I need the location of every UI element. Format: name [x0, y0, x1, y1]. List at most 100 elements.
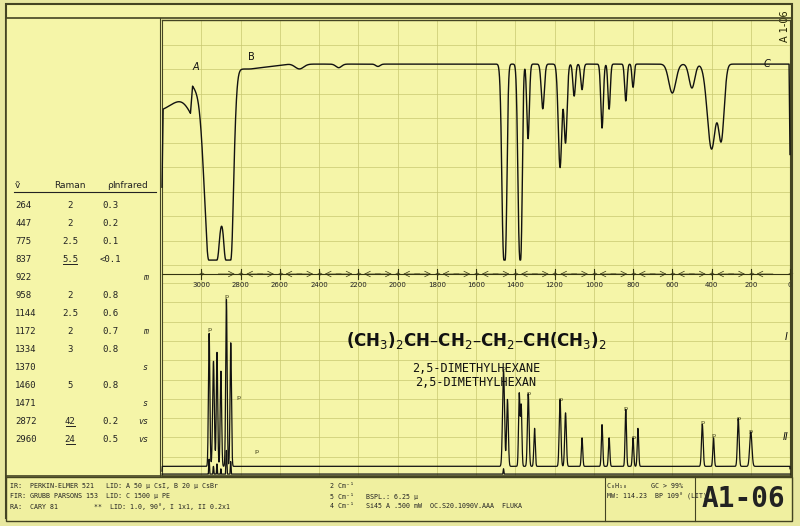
Text: +: +	[787, 271, 793, 277]
Text: s: s	[143, 362, 148, 371]
Text: ρ: ρ	[107, 181, 113, 190]
Text: 5 Cm⁻¹   BSPL.: 6.25 μ: 5 Cm⁻¹ BSPL.: 6.25 μ	[330, 493, 418, 500]
Text: +: +	[748, 271, 754, 277]
Text: +: +	[709, 271, 714, 277]
Text: A 1-06: A 1-06	[780, 10, 790, 42]
Text: 2: 2	[67, 200, 73, 209]
Text: 1800: 1800	[428, 282, 446, 288]
Text: 2,5-DIMETHYLHEXAN: 2,5-DIMETHYLHEXAN	[415, 377, 537, 389]
Text: 2400: 2400	[310, 282, 328, 288]
Text: Infrared: Infrared	[112, 181, 148, 190]
Text: +: +	[198, 271, 204, 277]
Text: 837: 837	[15, 255, 31, 264]
Text: 1334: 1334	[15, 345, 37, 353]
Bar	[6, 18, 792, 476]
Text: vs: vs	[138, 434, 148, 443]
Text: +: +	[551, 271, 558, 277]
Text: p: p	[254, 449, 258, 454]
Bar	[6, 477, 792, 521]
Text: 775: 775	[15, 237, 31, 246]
Text: +: +	[277, 271, 282, 277]
Text: 922: 922	[15, 272, 31, 281]
Text: 800: 800	[626, 282, 640, 288]
Text: 0.6: 0.6	[102, 309, 118, 318]
Text: p: p	[224, 295, 228, 299]
Text: 0.1: 0.1	[102, 237, 118, 246]
Text: 1144: 1144	[15, 309, 37, 318]
Text: p: p	[502, 366, 506, 371]
Text: 3000: 3000	[192, 282, 210, 288]
Text: RA:  CARY 81         **  LID: 1.0, 90°, I 1x1, II 0.2x1: RA: CARY 81 ** LID: 1.0, 90°, I 1x1, II …	[10, 503, 230, 510]
Text: 958: 958	[15, 290, 31, 299]
Text: 42: 42	[65, 417, 75, 426]
Text: 2: 2	[67, 327, 73, 336]
Text: 5: 5	[67, 380, 73, 389]
Text: p: p	[207, 327, 211, 332]
Text: A: A	[193, 62, 199, 72]
Text: +: +	[238, 271, 243, 277]
Text: p: p	[526, 391, 530, 396]
Text: 400: 400	[705, 282, 718, 288]
Text: 5.5: 5.5	[62, 255, 78, 264]
Text: 0.2: 0.2	[102, 218, 118, 228]
Text: 600: 600	[666, 282, 679, 288]
Text: 2.5: 2.5	[62, 309, 78, 318]
Text: p: p	[700, 420, 704, 425]
Text: <0.1: <0.1	[99, 255, 121, 264]
Text: 1471: 1471	[15, 399, 37, 408]
Text: 4 Cm⁻¹   Si45 A .500 mW  OC.S20.1090V.AAA  FLUKA: 4 Cm⁻¹ Si45 A .500 mW OC.S20.1090V.AAA F…	[330, 503, 522, 509]
Text: +: +	[670, 271, 675, 277]
Text: 2: 2	[67, 218, 73, 228]
Text: C₈H₁₈      GC > 99%: C₈H₁₈ GC > 99%	[607, 483, 683, 489]
Text: 0: 0	[788, 282, 792, 288]
Text: +: +	[591, 271, 597, 277]
Text: p: p	[558, 397, 562, 401]
Text: p: p	[711, 433, 715, 438]
Text: +: +	[630, 271, 636, 277]
Text: ṽ: ṽ	[15, 181, 20, 190]
Text: II: II	[782, 432, 788, 442]
Text: 2800: 2800	[231, 282, 250, 288]
Text: 2000: 2000	[389, 282, 406, 288]
Text: 200: 200	[744, 282, 758, 288]
Text: 264: 264	[15, 200, 31, 209]
Text: I: I	[785, 332, 788, 342]
Text: p: p	[749, 429, 753, 434]
Text: 1172: 1172	[15, 327, 37, 336]
Text: 2200: 2200	[350, 282, 367, 288]
Text: 2,5-DIMETHYLHEXANE: 2,5-DIMETHYLHEXANE	[412, 362, 540, 376]
Text: 2872: 2872	[15, 417, 37, 426]
Text: Raman: Raman	[54, 181, 86, 190]
Text: p: p	[237, 394, 241, 400]
Text: C: C	[763, 59, 770, 69]
Text: 0.8: 0.8	[102, 290, 118, 299]
Text: IR:  PERKIN-ELMER 521   LID: A 50 μ CsI, B 20 μ CsBr: IR: PERKIN-ELMER 521 LID: A 50 μ CsI, B …	[10, 483, 218, 489]
Text: m: m	[143, 327, 148, 336]
Text: 2: 2	[67, 290, 73, 299]
Text: vs: vs	[138, 417, 148, 426]
Text: 1000: 1000	[585, 282, 602, 288]
Text: +: +	[394, 271, 401, 277]
Bar	[6, 18, 160, 476]
Text: m: m	[143, 272, 148, 281]
Text: 24: 24	[65, 434, 75, 443]
Text: +: +	[473, 271, 479, 277]
Text: 447: 447	[15, 218, 31, 228]
Text: 1200: 1200	[546, 282, 563, 288]
Text: 1460: 1460	[15, 380, 37, 389]
Text: B: B	[249, 52, 255, 62]
Text: 1370: 1370	[15, 362, 37, 371]
Text: +: +	[355, 271, 361, 277]
Text: 0.2: 0.2	[102, 417, 118, 426]
Text: A1-06: A1-06	[701, 485, 785, 513]
Text: 3: 3	[67, 345, 73, 353]
Text: 1600: 1600	[467, 282, 485, 288]
Text: +: +	[512, 271, 518, 277]
Text: p: p	[631, 435, 635, 440]
Text: +: +	[434, 271, 440, 277]
Text: p: p	[624, 406, 628, 411]
Text: MW: 114.23  BP 109° (LIT): MW: 114.23 BP 109° (LIT)	[607, 493, 707, 500]
Text: 2.5: 2.5	[62, 237, 78, 246]
Text: 0.8: 0.8	[102, 380, 118, 389]
Text: 0.8: 0.8	[102, 345, 118, 353]
